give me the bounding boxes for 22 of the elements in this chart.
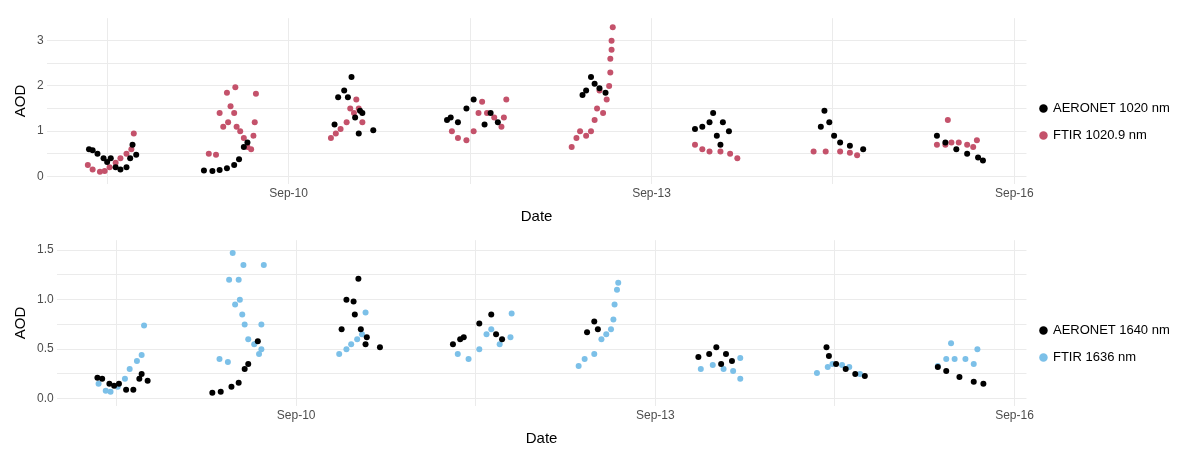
y-tick-label: 1.5 xyxy=(36,242,54,257)
legend-label: AERONET 1020 nm xyxy=(1052,100,1170,116)
x-axis-title: Date xyxy=(520,207,553,225)
x-tick-label: Sep-16 xyxy=(995,186,1035,201)
legend-label: FTIR 1020.9 nm xyxy=(1052,127,1147,143)
y-tick-label: 0 xyxy=(36,168,44,183)
y-tick-label: 0.0 xyxy=(36,390,54,405)
y-tick-label: 2 xyxy=(36,78,44,93)
y-tick-label: 0.5 xyxy=(36,341,54,356)
legend-label: FTIR 1636 nm xyxy=(1052,349,1137,365)
y-tick-label: 1.0 xyxy=(36,291,54,306)
x-tick-label: Sep-13 xyxy=(632,186,672,201)
x-tick-label: Sep-10 xyxy=(269,186,309,201)
x-tick-label: Sep-16 xyxy=(995,408,1035,423)
x-tick-label: Sep-13 xyxy=(635,408,675,423)
y-tick-label: 3 xyxy=(36,33,44,48)
legend-label: AERONET 1640 nm xyxy=(1052,322,1170,338)
y-axis-title: AOD xyxy=(11,306,29,340)
y-axis-title: AOD xyxy=(11,84,29,118)
x-tick-label: Sep-10 xyxy=(276,408,316,423)
y-tick-label: 1 xyxy=(36,123,44,138)
x-axis-title: Date xyxy=(525,429,558,447)
